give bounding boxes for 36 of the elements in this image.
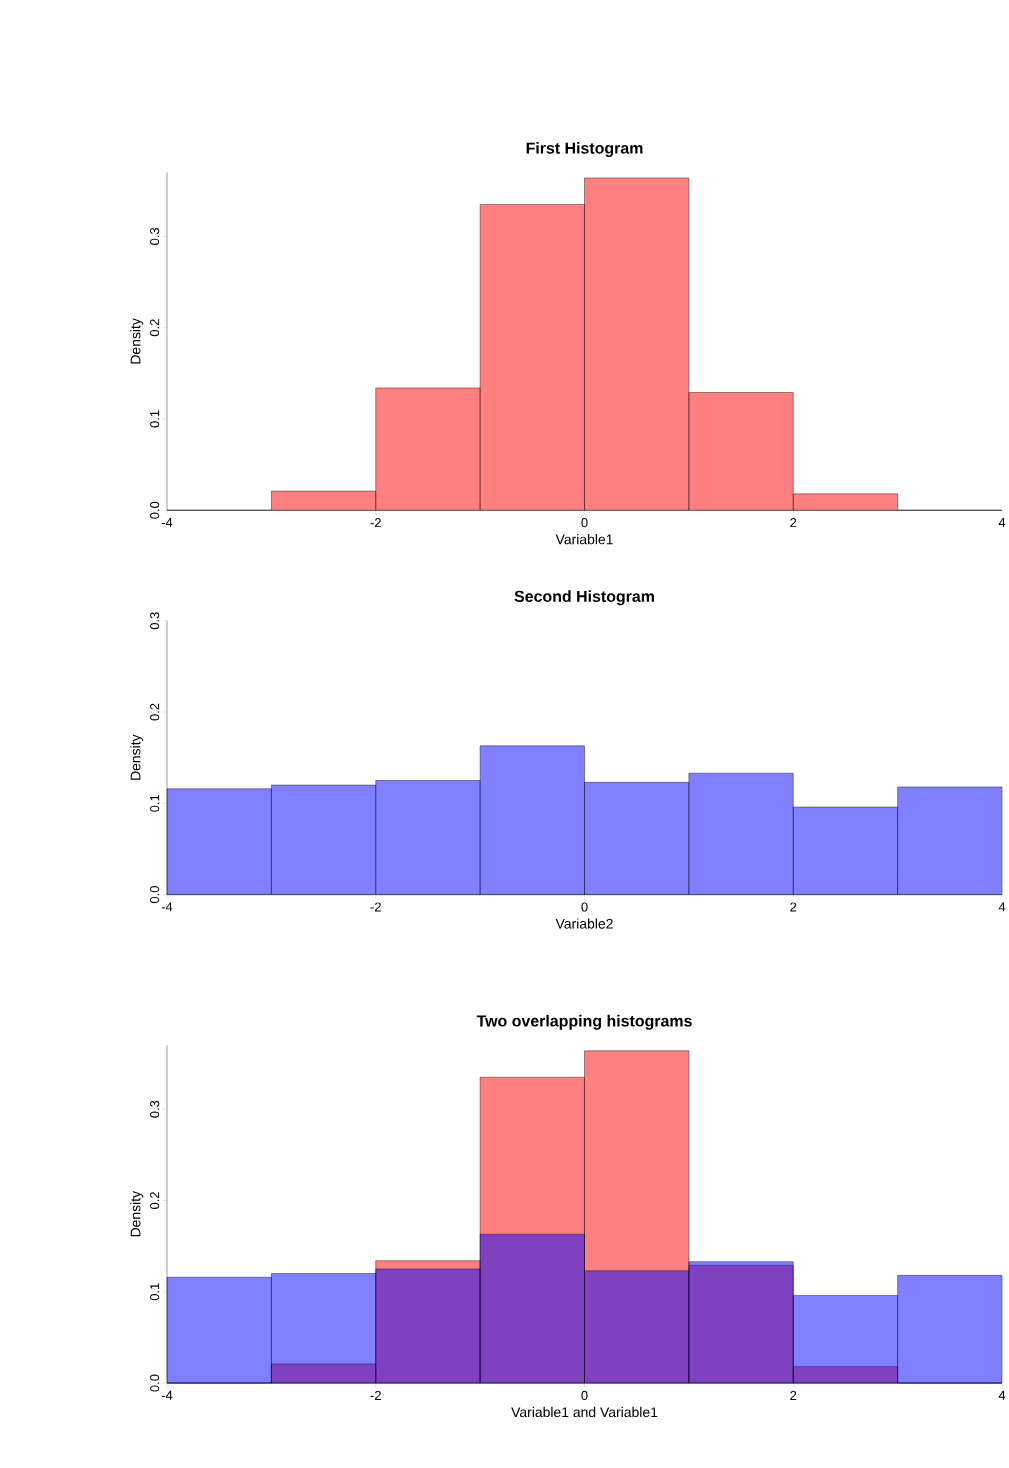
x-tick-label: 4 (998, 518, 1006, 527)
chart-title: Second Histogram (514, 590, 654, 606)
y-tick-label: 0.1 (150, 794, 160, 812)
x-tick-label: -4 (161, 518, 173, 527)
y-tick-label: 0.1 (150, 1283, 160, 1301)
x-tick-label: 0 (581, 518, 588, 528)
y-tick-label: 0.2 (150, 1192, 160, 1209)
y-tick-label: 0.3 (150, 227, 160, 245)
x-tick-label: -2 (370, 902, 381, 912)
y-tick-label: 0.1 (150, 410, 160, 428)
x-tick-label: 4 (998, 902, 1006, 912)
x-tick-label: 2 (790, 518, 797, 528)
y-axis-title: Density (130, 734, 144, 780)
x-axis-title: Variable1 and Variable1 (511, 1406, 658, 1418)
x-axis-title: Variable2 (555, 918, 613, 929)
y-tick-label: 0.0 (150, 1374, 160, 1392)
x-tick-label: 2 (790, 1390, 797, 1400)
x-axis-title: Variable1 (555, 534, 613, 545)
y-tick-label: 0.2 (150, 703, 160, 721)
x-tick-label: 0 (581, 902, 588, 912)
x-tick-label: -2 (370, 1390, 381, 1400)
chart-title: Two overlapping histograms (476, 1014, 692, 1030)
y-axis-title: Density (130, 1190, 144, 1237)
y-tick-label: 0.0 (150, 501, 160, 519)
y-tick-label: 0.3 (150, 612, 160, 630)
x-tick-label: 0 (581, 1390, 588, 1401)
x-tick-label: -2 (370, 518, 381, 528)
y-axis-title: Density (130, 318, 144, 364)
chart-title: First Histogram (526, 142, 643, 157)
x-tick-label: 4 (998, 1390, 1006, 1400)
y-tick-label: 0.0 (150, 886, 160, 904)
y-tick-label: 0.2 (150, 319, 160, 337)
x-tick-label: 2 (790, 902, 797, 912)
y-tick-label: 0.3 (150, 1100, 160, 1118)
x-tick-label: -4 (161, 902, 173, 912)
x-tick-label: -4 (161, 1390, 173, 1400)
